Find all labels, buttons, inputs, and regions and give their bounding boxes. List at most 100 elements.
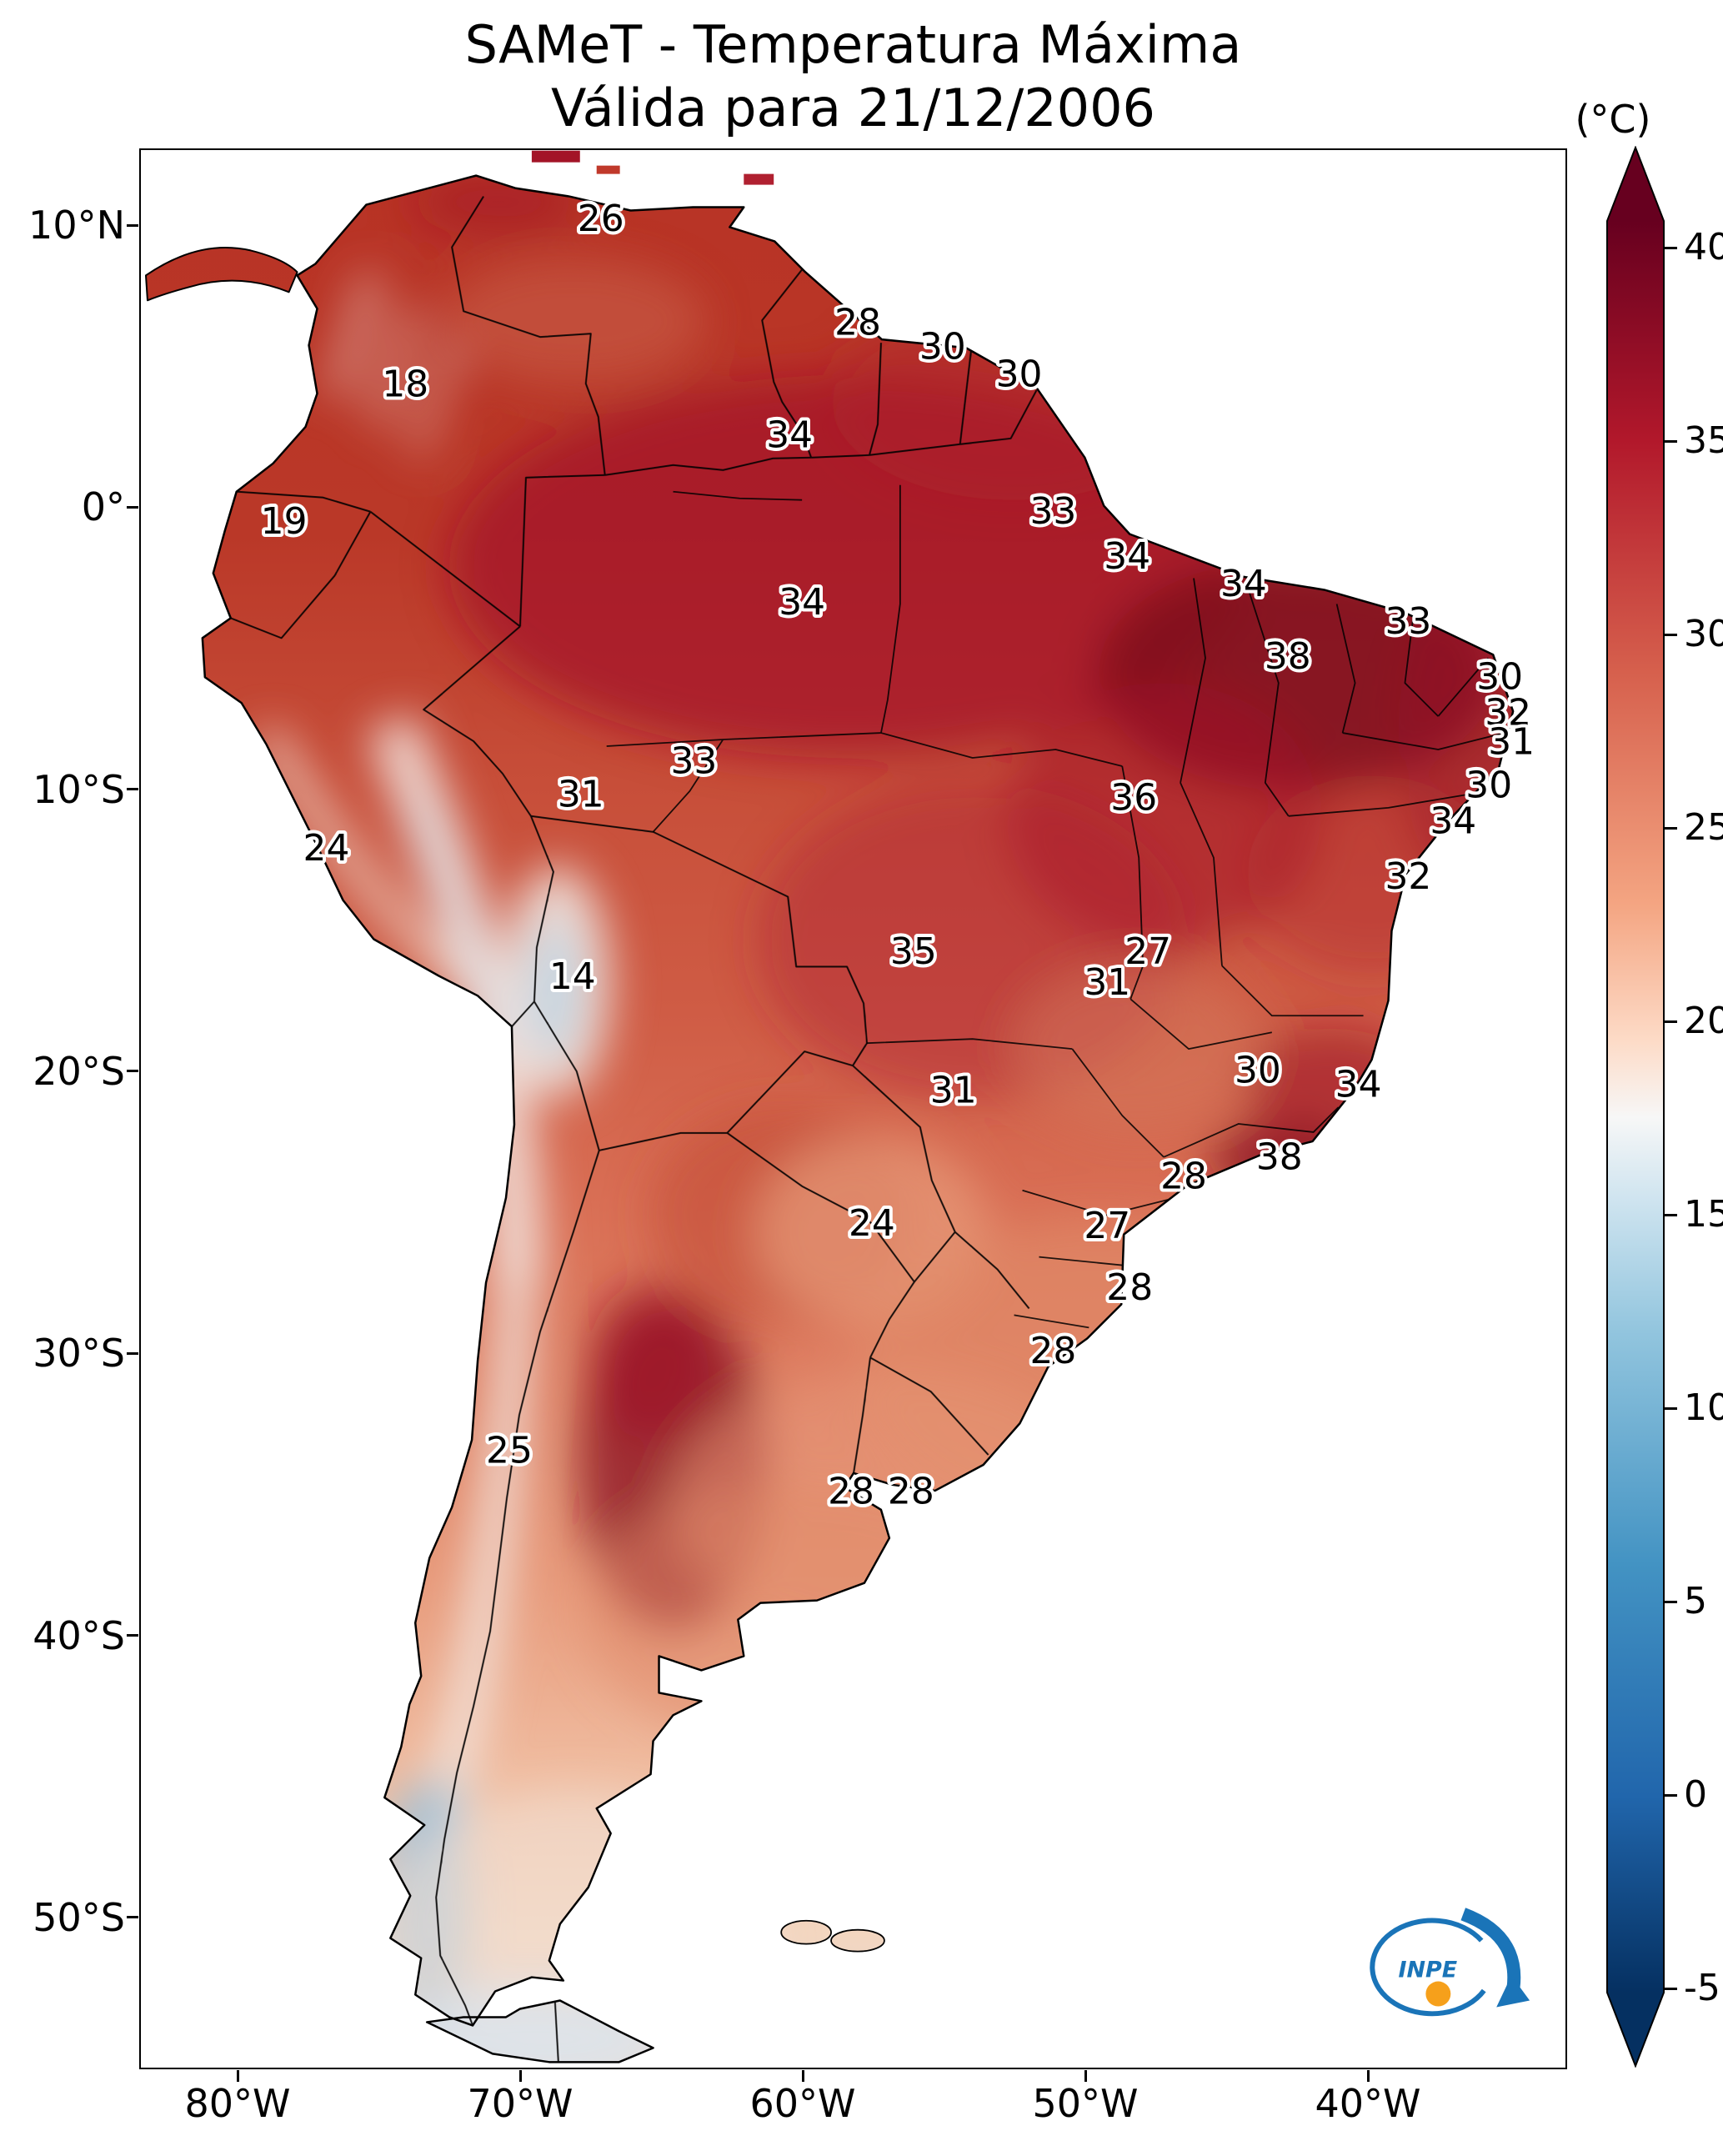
temperature-value-label: 27 (1124, 930, 1171, 973)
x-axis-tick-label: 70°W (467, 2081, 573, 2126)
falkland-island-west (780, 1919, 832, 1945)
temperature-value-label: 28 (1160, 1155, 1207, 1197)
y-axis-tick-label: 50°S (33, 1894, 125, 1940)
y-axis-tick-label: 30°S (33, 1331, 125, 1376)
colorbar-tick-label: 0 (1684, 1773, 1707, 1816)
border-argentina-misiones (869, 1281, 915, 1358)
title-block: SAMeT - Temperatura Máxima Válida para 2… (139, 13, 1567, 139)
temperature-value-label: 28 (1106, 1266, 1153, 1309)
x-axis-tick-mark (236, 2070, 239, 2082)
state-border (1039, 1256, 1123, 1266)
coastline (144, 174, 1515, 2063)
y-axis-tick-label: 10°N (28, 203, 125, 248)
x-axis-tick-mark (1366, 2070, 1370, 2082)
temperature-value-label: 34 (1335, 1064, 1382, 1106)
border-bolivia-paraguay (726, 1050, 854, 1134)
colorbar-tick-mark (1665, 826, 1677, 830)
state-border (1121, 765, 1144, 1000)
colorbar-tick-label: 25 (1684, 806, 1723, 849)
x-axis-tick-label: 60°W (749, 2081, 856, 2126)
state-border (1022, 1189, 1173, 1216)
temperature-value-label: 31 (1488, 721, 1535, 764)
border-chile-bolivia (533, 1000, 600, 1151)
border-guyana-suriname (868, 343, 882, 456)
x-axis-tick-mark (518, 2070, 522, 2082)
x-axis-tick-label: 80°W (184, 2081, 291, 2126)
temp-blob (587, 1281, 713, 1441)
temperature-value-label: 34 (1430, 800, 1476, 842)
border-paraguay-brazil (852, 1065, 956, 1233)
temperature-value-label: 27 (1084, 1205, 1130, 1247)
y-axis-tick-mark (127, 1070, 138, 1073)
state-border (1246, 584, 1290, 817)
temperature-value-label: 18 (382, 364, 428, 406)
temperature-value-label: 30 (1235, 1050, 1281, 1092)
colorbar-tick-label: 5 (1684, 1580, 1707, 1622)
temperature-value-label: 31 (930, 1070, 977, 1112)
colombia-andes-strip (371, 307, 418, 428)
temperature-value-label: 28 (1030, 1330, 1077, 1372)
temperature-value-label: 35 (890, 930, 937, 973)
temperature-field (145, 175, 1514, 2063)
colorbar-tick-label: -5 (1684, 1967, 1720, 2009)
colorbar-tick-mark (1665, 246, 1677, 249)
temperature-value-label: 19 (261, 500, 308, 543)
country-borders (230, 196, 1038, 2063)
y-axis-tick-label: 10°S (33, 766, 125, 812)
y-axis-tick-label: 20°S (33, 1048, 125, 1094)
state-border (673, 490, 803, 501)
temperature-value-label: 28 (828, 1470, 874, 1512)
temperature-value-label: 38 (1256, 1136, 1303, 1178)
x-axis-tick-mark (1084, 2070, 1087, 2082)
temperature-value-label: 26 (578, 198, 624, 240)
border-ecuador-peru (230, 511, 372, 639)
temperature-value-label: 33 (1030, 490, 1077, 533)
andes-cool-strip-south (431, 1281, 536, 1787)
colorbar-gradient (1606, 146, 1665, 2068)
border-guianas-brazil (811, 389, 1038, 459)
colorbar-tick-mark (1665, 1406, 1677, 1410)
caribbean-island (531, 150, 580, 163)
border-colombia-brazil (518, 474, 605, 627)
colorbar (1605, 146, 1665, 2068)
y-axis-tick-mark (127, 1916, 138, 1919)
y-axis-tick-label: 0° (81, 484, 125, 530)
colorbar-tick-label: 30 (1684, 613, 1723, 655)
state-border (1335, 604, 1356, 734)
temp-blob (581, 1481, 1014, 1748)
y-axis-tick-mark (127, 1634, 138, 1637)
state-border (652, 739, 724, 833)
colorbar-shape (1606, 146, 1665, 2068)
temperature-value-label: 30 (919, 326, 966, 369)
y-axis-tick-mark (127, 788, 138, 791)
temperature-value-label: 33 (1385, 600, 1432, 643)
border-argentina-brazil (954, 1231, 1030, 1310)
peru-coast-strip (253, 726, 470, 993)
figure-subtitle: Válida para 21/12/2006 (551, 77, 1155, 138)
temperature-value-label: 30 (1465, 764, 1512, 806)
temperature-value-label: 28 (834, 302, 881, 344)
border-suriname-guiana (959, 345, 973, 444)
temperature-value-label: 24 (849, 1202, 895, 1245)
trinidad-island (744, 173, 774, 185)
temperature-value-label: 31 (558, 773, 604, 815)
y-axis-tick-label: 40°S (33, 1612, 125, 1658)
colorbar-tick-label: 20 (1684, 1000, 1723, 1042)
state-border (1404, 616, 1439, 717)
temp-blob (527, 920, 581, 1062)
figure-title: SAMeT - Temperatura Máxima (464, 14, 1242, 75)
border-uruguay-argentina (853, 1357, 871, 1474)
border-venezuela-brazil (604, 456, 812, 476)
state-border (1288, 790, 1489, 817)
border-peru-chile (511, 1000, 535, 1027)
border-colombia-peru (369, 510, 521, 628)
state-border (880, 732, 1123, 767)
state-border (1180, 578, 1206, 784)
border-brazil-bolivia (530, 815, 868, 1066)
state-border (1221, 965, 1364, 1017)
colorbar-tick-mark (1665, 1793, 1677, 1797)
colorbar-tick-label: 10 (1684, 1386, 1723, 1429)
mainland-coast (201, 174, 1515, 2027)
state-border (1163, 1106, 1340, 1158)
